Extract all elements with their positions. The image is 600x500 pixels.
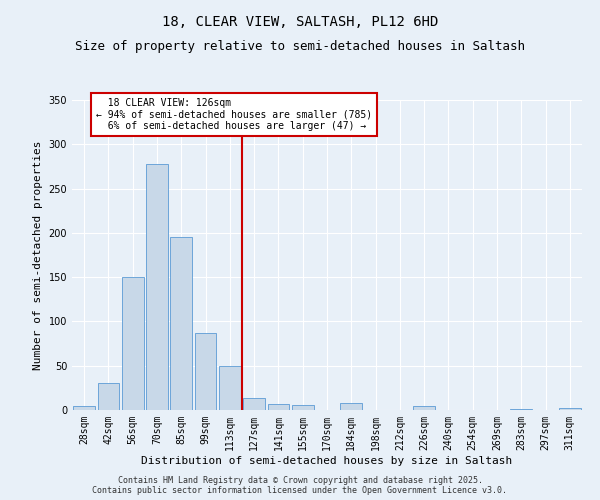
Bar bbox=[340, 403, 362, 410]
Bar bbox=[219, 366, 241, 410]
X-axis label: Distribution of semi-detached houses by size in Saltash: Distribution of semi-detached houses by … bbox=[142, 456, 512, 466]
Text: Contains HM Land Registry data © Crown copyright and database right 2025.
Contai: Contains HM Land Registry data © Crown c… bbox=[92, 476, 508, 495]
Bar bbox=[268, 404, 289, 410]
Text: 18, CLEAR VIEW, SALTASH, PL12 6HD: 18, CLEAR VIEW, SALTASH, PL12 6HD bbox=[162, 15, 438, 29]
Bar bbox=[243, 398, 265, 410]
Bar bbox=[511, 409, 532, 410]
Text: 18 CLEAR VIEW: 126sqm
← 94% of semi-detached houses are smaller (785)
  6% of se: 18 CLEAR VIEW: 126sqm ← 94% of semi-deta… bbox=[96, 98, 373, 132]
Text: Size of property relative to semi-detached houses in Saltash: Size of property relative to semi-detach… bbox=[75, 40, 525, 53]
Bar bbox=[170, 238, 192, 410]
Bar bbox=[97, 384, 119, 410]
Bar bbox=[194, 333, 217, 410]
Bar bbox=[73, 406, 95, 410]
Bar bbox=[292, 404, 314, 410]
Y-axis label: Number of semi-detached properties: Number of semi-detached properties bbox=[33, 140, 43, 370]
Bar bbox=[413, 406, 435, 410]
Bar bbox=[122, 277, 143, 410]
Bar bbox=[146, 164, 168, 410]
Bar bbox=[559, 408, 581, 410]
